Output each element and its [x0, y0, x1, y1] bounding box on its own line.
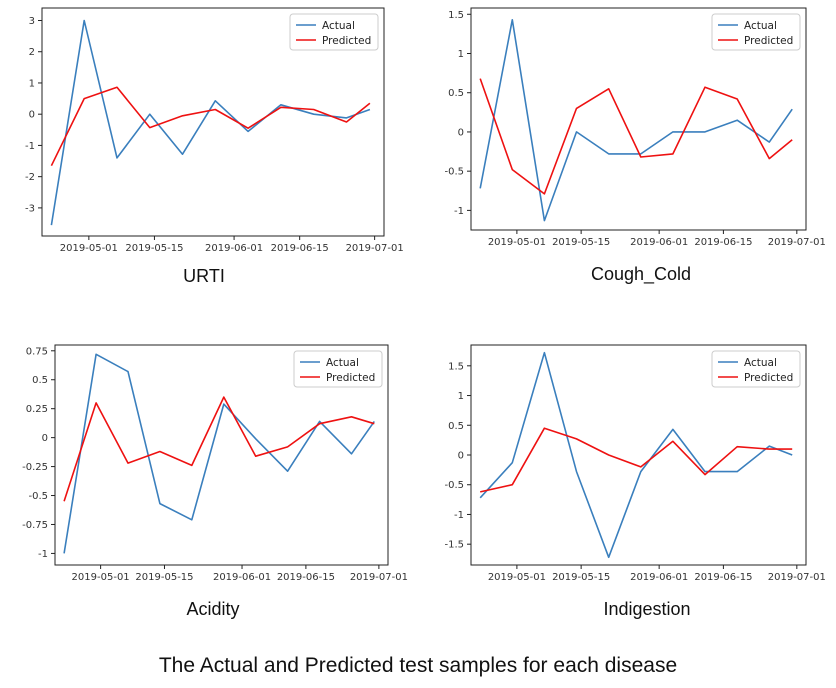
legend-label-predicted: Predicted: [744, 372, 793, 384]
legend: Actual Predicted: [289, 13, 379, 51]
y-tick-label: 0: [29, 110, 35, 121]
y-tick-label: -1: [454, 510, 464, 521]
x-tick-label: 2019-07-01: [350, 572, 408, 583]
legend-label-actual: Actual: [326, 357, 359, 369]
y-tick-label: -2: [25, 172, 35, 183]
legend-box: [293, 350, 383, 388]
y-tick-label: 3: [29, 16, 35, 27]
y-tick-label: -0.5: [444, 480, 464, 491]
chart-title: Cough_Cold: [591, 264, 691, 285]
x-tick-label: 2019-05-01: [488, 572, 546, 583]
x-tick-label: 2019-06-01: [205, 243, 263, 254]
x-tick-label: 2019-06-01: [630, 237, 688, 248]
series-line-actual: [50, 19, 371, 226]
series-line-predicted: [479, 78, 793, 195]
legend-box: [711, 13, 801, 51]
legend-label-predicted: Predicted: [322, 35, 371, 47]
series-line-predicted: [63, 396, 375, 502]
y-tick-label: -0.5: [444, 167, 464, 178]
y-tick-label: -0.5: [28, 491, 48, 502]
chart-2: 0.75 0.5 0.25 0 -0.25 -0.5 -0.75 -1 2019-05-01 20…: [22, 344, 408, 619]
x-tick-label: 2019-05-01: [60, 243, 118, 254]
y-tick-label: 0.75: [26, 346, 48, 357]
legend-label-predicted: Predicted: [326, 372, 375, 384]
x-tick-label: 2019-06-15: [277, 572, 335, 583]
x-tick-label: 2019-06-01: [630, 572, 688, 583]
y-tick-label: 2: [29, 47, 35, 58]
x-tick-label: 2019-06-15: [694, 572, 752, 583]
plot-frame: [41, 7, 385, 237]
y-tick-label: 1: [29, 78, 35, 89]
y-tick-label: -0.75: [22, 520, 48, 531]
y-tick-label: 0.5: [448, 88, 464, 99]
x-tick-label: 2019-06-15: [271, 243, 329, 254]
y-tick-label: -3: [25, 203, 35, 214]
y-tick-label: -1: [454, 206, 464, 217]
y-tick-label: -1.5: [444, 540, 464, 551]
legend-label-predicted: Predicted: [744, 35, 793, 47]
legend-label-actual: Actual: [744, 20, 777, 32]
y-tick-label: 0.5: [32, 375, 48, 386]
chart-title: Acidity: [186, 599, 239, 619]
legend: Actual Predicted: [711, 13, 801, 51]
y-tick-label: -1: [38, 549, 48, 560]
legend-label-actual: Actual: [744, 357, 777, 369]
legend: Actual Predicted: [293, 350, 383, 388]
series-line-predicted: [480, 427, 793, 493]
y-tick-label: 0.5: [448, 421, 464, 432]
y-tick-label: 0: [42, 433, 48, 444]
legend-label-actual: Actual: [322, 20, 355, 32]
y-tick-label: 1: [458, 391, 464, 402]
y-tick-label: 1: [458, 49, 464, 60]
y-tick-label: 0: [458, 127, 464, 138]
y-tick-label: 1.5: [448, 361, 464, 372]
legend-box: [711, 350, 801, 388]
x-tick-label: 2019-05-15: [125, 243, 183, 254]
chart-title: URTI: [183, 266, 225, 286]
chart-3: 1.5 1 0.5 0 -0.5 -1 -1.5 2019-05-01 2019-05-15 20…: [444, 344, 826, 619]
series-line-actual: [479, 351, 793, 559]
legend: Actual Predicted: [711, 350, 801, 388]
chart-title: Indigestion: [603, 599, 690, 619]
x-tick-label: 2019-07-01: [768, 572, 826, 583]
x-tick-label: 2019-06-01: [213, 572, 271, 583]
figure-caption: The Actual and Predicted test samples fo…: [158, 654, 678, 677]
plot-frame: [470, 7, 807, 231]
chart-0: 3 2 1 0 -1 -2 -3 2019-05-01 2019-05-15 2019-06-01…: [25, 7, 404, 286]
y-tick-label: 0: [458, 451, 464, 462]
y-tick-label: -0.25: [22, 462, 48, 473]
plot-frame: [54, 344, 389, 566]
series-line-actual: [479, 18, 793, 222]
x-tick-label: 2019-05-15: [135, 572, 193, 583]
x-tick-label: 2019-07-01: [346, 243, 404, 254]
x-tick-label: 2019-05-15: [552, 237, 610, 248]
legend-box: [289, 13, 379, 51]
x-tick-label: 2019-05-01: [488, 237, 546, 248]
y-tick-label: 0.25: [26, 404, 48, 415]
x-tick-label: 2019-06-15: [694, 237, 752, 248]
x-tick-label: 2019-05-15: [552, 572, 610, 583]
x-tick-label: 2019-05-01: [72, 572, 130, 583]
chart-1: 1.5 1 0.5 0 -0.5 -1 2019-05-01 2019-05-15 2019-0…: [444, 7, 826, 285]
y-tick-label: -1: [25, 141, 35, 152]
x-tick-label: 2019-07-01: [768, 237, 826, 248]
series-line-actual: [63, 353, 375, 554]
series-line-predicted: [50, 86, 371, 167]
y-tick-label: 1.5: [448, 10, 464, 21]
